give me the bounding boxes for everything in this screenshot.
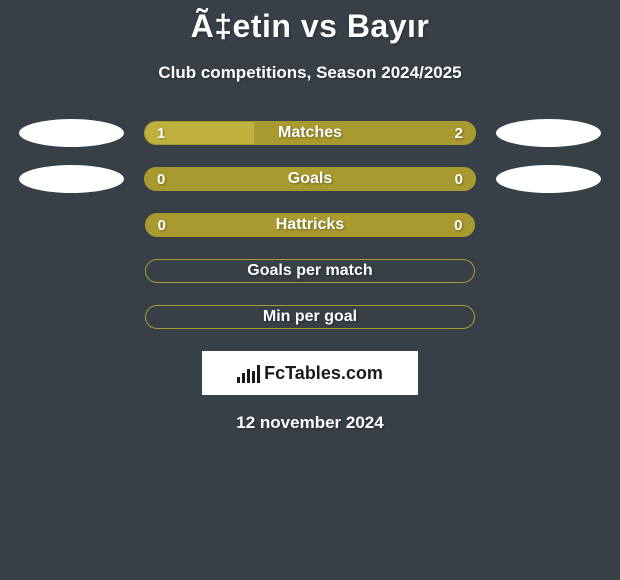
stat-row: 1 Matches 2 xyxy=(0,121,620,145)
stat-label: Goals xyxy=(288,170,332,188)
stat-row: 0 Goals 0 xyxy=(0,167,620,191)
stat-label: Hattricks xyxy=(276,216,344,234)
logo-text: FcTables.com xyxy=(264,363,383,384)
stat-bar-mpg: Min per goal xyxy=(145,305,476,329)
stat-right-value: 2 xyxy=(455,125,463,142)
chart-icon xyxy=(237,363,260,383)
stat-row: 0 Hattricks 0 xyxy=(0,213,620,237)
stat-label: Matches xyxy=(278,124,342,142)
comparison-infographic: Ã‡etin vs Bayır Club competitions, Seaso… xyxy=(0,0,620,433)
stat-label: Goals per match xyxy=(247,262,372,280)
page-title: Ã‡etin vs Bayır xyxy=(0,8,620,45)
stat-label: Min per goal xyxy=(263,308,357,326)
date-text: 12 november 2024 xyxy=(0,413,620,433)
stats-area: 1 Matches 2 0 Goals 0 0 Hattricks 0 xyxy=(0,121,620,329)
stat-left-value: 0 xyxy=(158,217,166,234)
player-left-badge xyxy=(19,119,124,147)
player-right-badge xyxy=(496,165,601,193)
stat-bar-goals: 0 Goals 0 xyxy=(144,167,476,191)
logo-content: FcTables.com xyxy=(237,363,383,384)
stat-bar-hattricks: 0 Hattricks 0 xyxy=(145,213,476,237)
stat-left-value: 0 xyxy=(157,171,165,188)
logo-box: FcTables.com xyxy=(202,351,418,395)
player-right-badge xyxy=(496,119,601,147)
stat-bar-matches: 1 Matches 2 xyxy=(144,121,476,145)
stat-right-value: 0 xyxy=(455,171,463,188)
stat-bar-gpm: Goals per match xyxy=(145,259,476,283)
page-subtitle: Club competitions, Season 2024/2025 xyxy=(0,63,620,83)
stat-right-value: 0 xyxy=(454,217,462,234)
stat-left-value: 1 xyxy=(157,125,165,142)
stat-row: Goals per match xyxy=(0,259,620,283)
player-left-badge xyxy=(19,165,124,193)
stat-row: Min per goal xyxy=(0,305,620,329)
